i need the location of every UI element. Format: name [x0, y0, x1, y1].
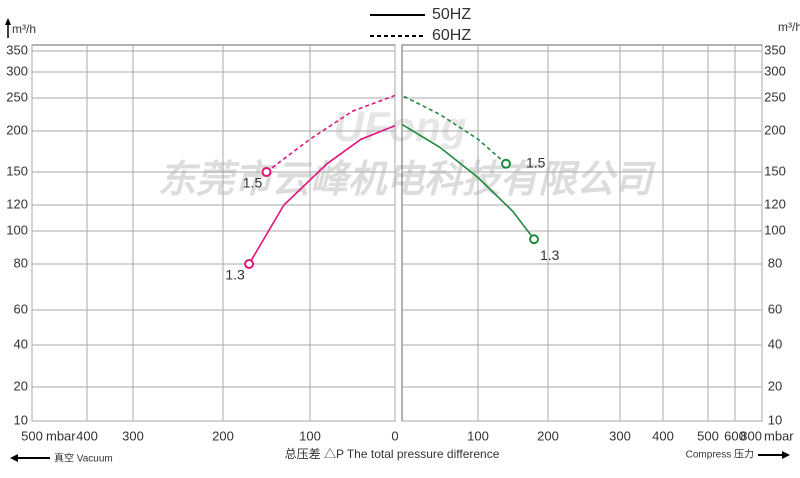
- end-label: 1.3: [225, 267, 245, 283]
- y-tick-label: 150: [764, 163, 786, 178]
- y-tick-label: 100: [6, 222, 28, 237]
- y-tick-label: 20: [14, 378, 28, 393]
- y-tick-label: 40: [14, 336, 28, 351]
- plot-frame: [31, 44, 396, 422]
- end-label: 1.5: [526, 155, 546, 171]
- y-tick-label: 80: [768, 255, 782, 270]
- y-tick-label: 200: [764, 122, 786, 137]
- y-tick-label: 80: [14, 255, 28, 270]
- legend-label: 50HZ: [432, 6, 471, 23]
- y-tick-label: 300: [6, 63, 28, 78]
- arrow-head: [10, 454, 18, 462]
- y-tick-label: 250: [764, 89, 786, 104]
- x-tick-label: 500: [697, 428, 719, 443]
- y-tick-label: 20: [768, 378, 782, 393]
- arrow-head: [782, 451, 790, 459]
- x-tick-label: 100: [299, 428, 321, 443]
- x-tick-label: 300: [122, 428, 144, 443]
- x-tick-label: 800: [740, 428, 762, 443]
- y-tick-label: 350: [6, 42, 28, 57]
- y-tick-label: 350: [764, 42, 786, 57]
- y-tick-label: 60: [768, 301, 782, 316]
- direction-label: 真空 Vacuum: [54, 452, 113, 465]
- y-tick-label: 200: [6, 122, 28, 137]
- end-marker: [529, 234, 539, 245]
- y-tick-label: 100: [764, 222, 786, 237]
- x-tick-label: 200: [537, 428, 559, 443]
- y-tick-label: 10: [768, 412, 782, 427]
- arrow-head: [5, 18, 11, 25]
- x-tick-label: 100: [467, 428, 489, 443]
- x-tick-label: 400: [76, 428, 98, 443]
- series-line: [266, 94, 396, 173]
- series-line: [401, 94, 507, 165]
- x-tick-label: 500: [21, 428, 43, 443]
- end-label: 1.3: [540, 247, 560, 263]
- y-tick-label: 120: [6, 196, 28, 211]
- watermark: 东莞市云峰机电科技有限公司: [158, 159, 656, 201]
- legend-label: 60HZ: [432, 27, 471, 44]
- y-axis-label: m³/h: [12, 22, 36, 36]
- y-tick-label: 120: [764, 196, 786, 211]
- end-marker: [501, 158, 511, 169]
- x-tick-label: 300: [609, 428, 631, 443]
- y-tick-label: 300: [764, 63, 786, 78]
- series-line: [248, 124, 396, 265]
- y-axis-label: m³/h: [778, 20, 800, 34]
- x-unit: mbar: [46, 428, 76, 443]
- y-tick-label: 250: [6, 89, 28, 104]
- series-line: [401, 123, 535, 240]
- end-label: 1.5: [243, 175, 263, 191]
- end-marker: [244, 259, 255, 269]
- x-tick-label: 200: [212, 428, 234, 443]
- x-tick-label: 400: [652, 428, 674, 443]
- y-tick-label: 150: [6, 163, 28, 178]
- x-tick-label: 600: [724, 428, 746, 443]
- x-unit: mbar: [764, 428, 794, 443]
- y-tick-label: 40: [768, 336, 782, 351]
- direction-label: Compress 压力: [686, 448, 754, 461]
- y-tick-label: 60: [14, 301, 28, 316]
- end-marker: [261, 167, 272, 177]
- y-tick-label: 10: [14, 412, 28, 427]
- x-tick-label: 0: [391, 428, 398, 443]
- x-axis-label: 总压差 △P The total pressure difference: [285, 447, 500, 461]
